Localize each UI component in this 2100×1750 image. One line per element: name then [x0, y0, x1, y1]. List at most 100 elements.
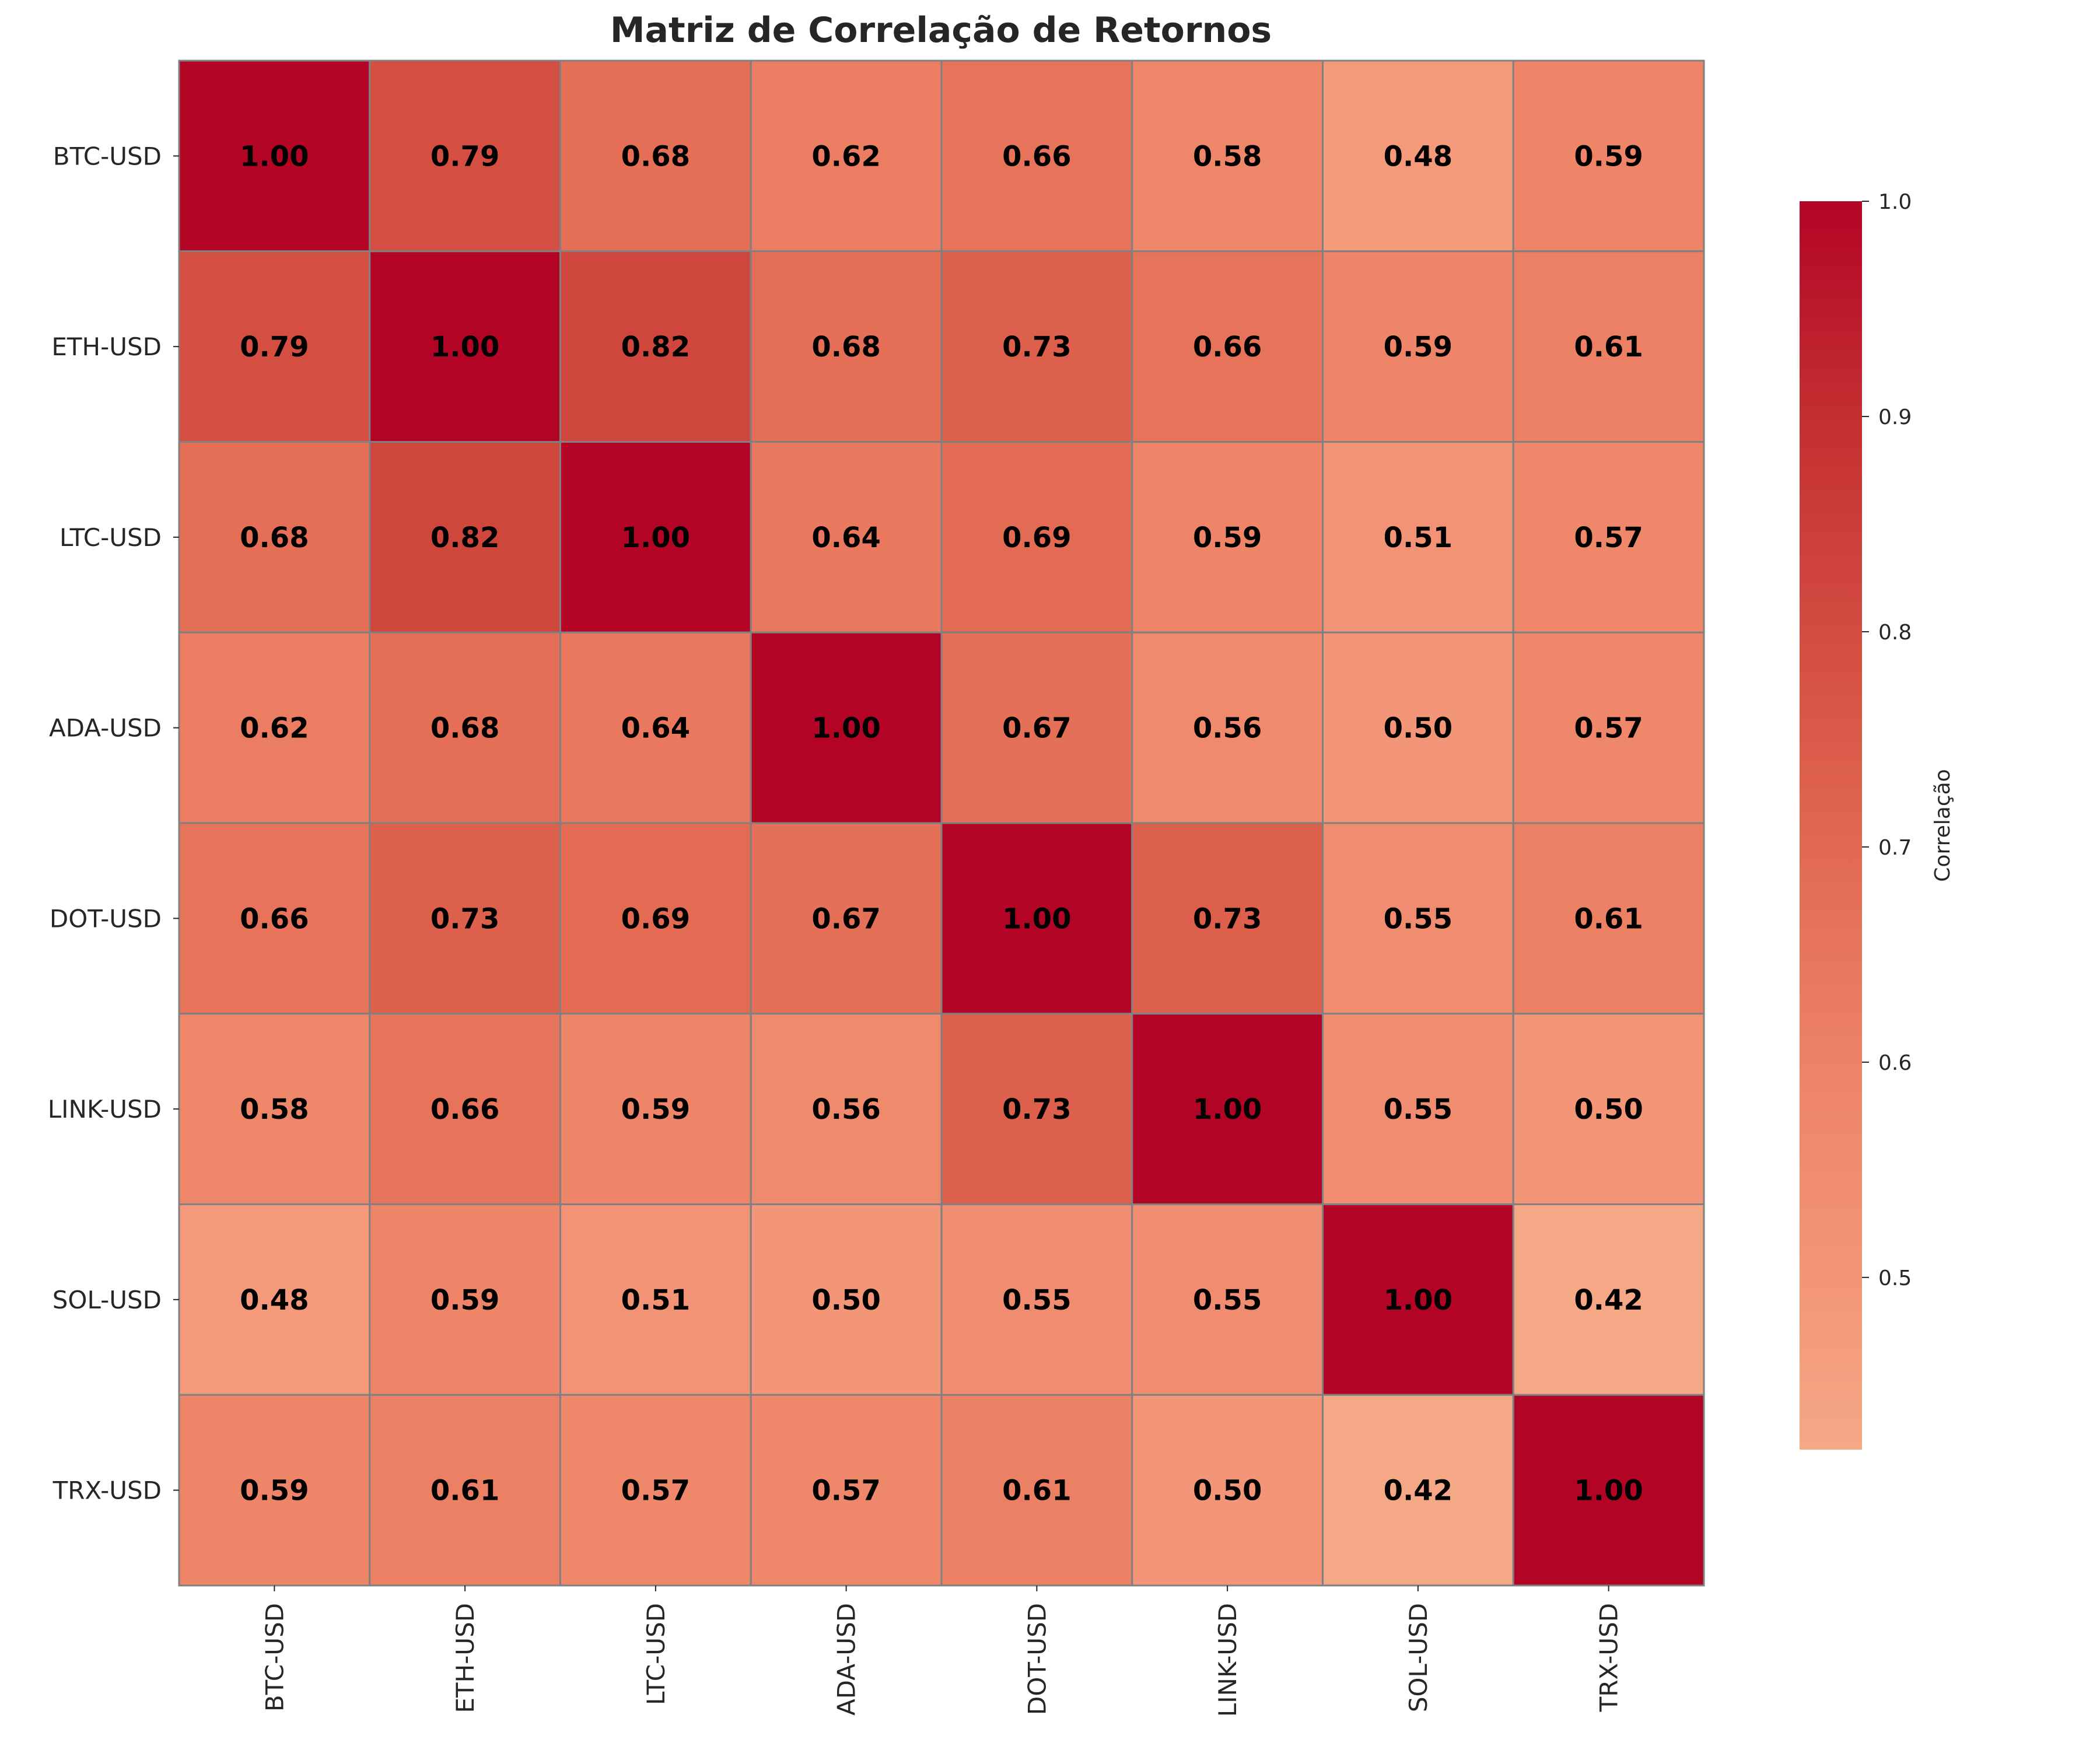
cell-value-label: 0.59	[240, 1475, 309, 1507]
heatmap-cell	[178, 631, 371, 824]
heatmap-cell	[1512, 60, 1705, 253]
cell-value-label: 0.50	[1193, 1475, 1262, 1507]
heatmap-cell	[1322, 1013, 1514, 1205]
heatmap-cell	[1512, 1203, 1705, 1396]
chart-title: Matriz de Correlação de Retornos	[610, 10, 1272, 51]
cell-value-label: 0.55	[1384, 902, 1452, 935]
heatmap-cell	[559, 441, 752, 634]
heatmap-cell	[178, 1203, 371, 1396]
y-tick-label: ADA-USD	[49, 714, 162, 743]
x-tick-label: ADA-USD	[832, 1603, 861, 1716]
heatmap-cell-labels: 1.00 0.79 0.68 0.62 0.66 0.58 0.48 0.59 0.79 1.00…	[240, 140, 1643, 1507]
cell-value-label: 0.66	[240, 902, 309, 935]
heatmap-cell	[369, 441, 561, 634]
cell-value-label: 0.55	[1384, 1093, 1452, 1126]
cell-value-label: 0.69	[1002, 522, 1071, 554]
cell-value-label: 0.59	[1193, 522, 1262, 554]
cell-value-label: 0.51	[1384, 522, 1452, 554]
cell-value-label: 0.61	[430, 1475, 499, 1507]
heatmap-cell	[750, 822, 943, 1015]
heatmap-cell	[1131, 60, 1324, 253]
colorbar-ticks: 0.5 0.6 0.7 0.8 0.9 1.0	[1862, 190, 1912, 1290]
heatmap-cell	[559, 1394, 752, 1587]
heatmap-cell	[178, 441, 371, 634]
heatmap-cell	[940, 822, 1133, 1015]
cell-value-label: 0.51	[621, 1284, 690, 1317]
heatmap-cell	[1512, 1394, 1705, 1587]
cell-value-label: 0.66	[430, 1093, 499, 1126]
cell-value-label: 0.58	[240, 1093, 309, 1126]
cell-value-label: 0.59	[1574, 140, 1643, 173]
heatmap-cell	[940, 1394, 1133, 1587]
heatmap-cell	[750, 441, 943, 634]
cell-value-label: 0.69	[621, 902, 690, 935]
cell-value-label: 0.61	[1574, 902, 1643, 935]
cell-value-label: 0.57	[1574, 522, 1643, 554]
y-tick-label: ETH-USD	[51, 332, 162, 361]
heatmap-cell	[1512, 441, 1705, 634]
cell-value-label: 0.50	[1574, 1093, 1643, 1126]
heatmap-cell	[940, 631, 1133, 824]
x-tick-label: TRX-USD	[1595, 1603, 1623, 1712]
y-tick-label: LTC-USD	[60, 523, 162, 552]
y-tick-label: LINK-USD	[48, 1095, 162, 1124]
heatmap-cell	[1131, 1394, 1324, 1587]
cell-value-label: 1.00	[240, 140, 309, 173]
cell-value-label: 0.67	[811, 902, 880, 935]
cell-value-label: 0.73	[1193, 902, 1262, 935]
cell-value-label: 0.68	[621, 140, 690, 173]
y-axis-ticks: BTC-USD ETH-USD LTC-USD ADA-USD DOT-USD LINK-…	[48, 142, 179, 1505]
cell-value-label: 0.50	[1384, 712, 1452, 745]
cell-value-label: 1.00	[430, 331, 499, 363]
cell-value-label: 0.42	[1384, 1475, 1452, 1507]
cell-value-label: 0.48	[1384, 140, 1452, 173]
colorbar: 0.5 0.6 0.7 0.8 0.9 1.0 Correlação	[1800, 190, 1955, 1450]
heatmap-cell	[1512, 822, 1705, 1015]
cell-value-label: 0.66	[1002, 140, 1071, 173]
x-tick-label: LTC-USD	[642, 1603, 670, 1705]
x-tick-label: SOL-USD	[1404, 1603, 1433, 1712]
cell-value-label: 1.00	[811, 712, 880, 745]
cell-value-label: 0.61	[1002, 1475, 1071, 1507]
cell-value-label: 0.82	[621, 331, 690, 363]
cell-value-label: 0.56	[811, 1093, 880, 1126]
cell-value-label: 0.48	[240, 1284, 309, 1317]
heatmap-cell	[1512, 250, 1705, 443]
heatmap-cell	[1322, 250, 1514, 443]
y-tick-label: BTC-USD	[53, 142, 162, 170]
cell-value-label: 0.68	[240, 522, 309, 554]
x-tick-label: LINK-USD	[1213, 1603, 1242, 1717]
cell-value-label: 0.82	[430, 522, 499, 554]
heatmap-cell	[369, 250, 561, 443]
heatmap-cell	[750, 60, 943, 253]
cell-value-label: 0.59	[1384, 331, 1452, 363]
cell-value-label: 0.57	[1574, 712, 1643, 745]
cell-value-label: 0.55	[1193, 1284, 1262, 1317]
heatmap-cell	[750, 250, 943, 443]
heatmap-cell	[1322, 1203, 1514, 1396]
heatmap-cell	[1322, 441, 1514, 634]
cell-value-label: 0.66	[1193, 331, 1262, 363]
cell-value-label: 1.00	[1193, 1093, 1262, 1126]
y-tick-label: DOT-USD	[50, 904, 162, 933]
cell-value-label: 0.64	[811, 522, 880, 554]
cell-value-label: 0.57	[811, 1475, 880, 1507]
heatmap-cell	[940, 441, 1133, 634]
heatmap-cell	[1131, 441, 1324, 634]
heatmap-cell	[369, 60, 561, 253]
heatmap-cell	[369, 1203, 561, 1396]
cell-value-label: 0.50	[811, 1284, 880, 1317]
colorbar-tick-label: 0.8	[1878, 621, 1912, 645]
cell-value-label: 0.68	[430, 712, 499, 745]
heatmap-cell	[1322, 631, 1514, 824]
cell-value-label: 0.56	[1193, 712, 1262, 745]
cell-value-label: 0.59	[621, 1093, 690, 1126]
x-axis-ticks: BTC-USD ETH-USD LTC-USD ADA-USD DOT-USD LINK-…	[260, 1586, 1623, 1717]
cell-value-label: 0.62	[240, 712, 309, 745]
heatmap-cell	[559, 822, 752, 1015]
cell-value-label: 0.79	[240, 331, 309, 363]
heatmap-cell	[940, 1013, 1133, 1205]
cell-value-label: 0.57	[621, 1475, 690, 1507]
heatmap-cell	[940, 250, 1133, 443]
